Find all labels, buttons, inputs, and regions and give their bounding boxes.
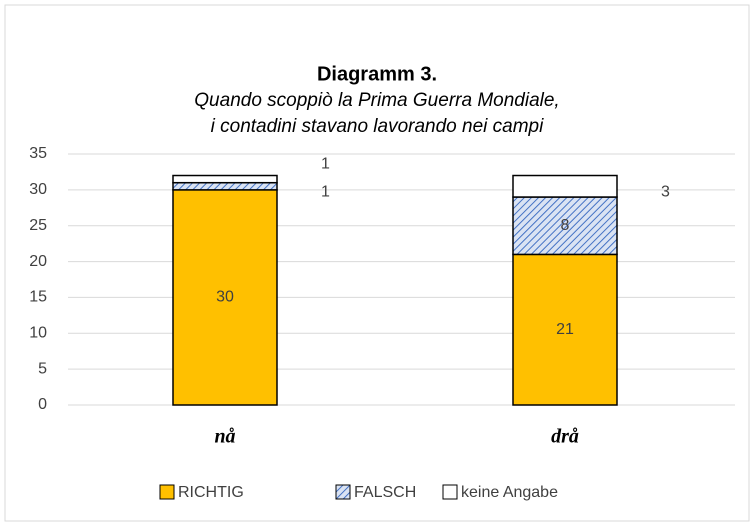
y-tick-label: 10 xyxy=(29,325,47,342)
data-label: 1 xyxy=(321,183,330,200)
legend-swatch xyxy=(442,484,458,500)
legend-swatch xyxy=(335,484,351,500)
bar-segment xyxy=(512,253,618,406)
data-label: 21 xyxy=(556,321,574,338)
chart-title: Diagramm 3. xyxy=(317,63,437,85)
x-tick-label: nå xyxy=(214,426,235,448)
data-label: 3 xyxy=(661,183,670,200)
y-tick-label: 30 xyxy=(29,181,47,198)
bar-segment xyxy=(172,181,278,191)
y-tick-label: 25 xyxy=(29,217,47,234)
bar-segment xyxy=(172,189,278,406)
legend-label: RICHTIG xyxy=(178,484,244,501)
data-label: 1 xyxy=(321,155,330,172)
x-tick-label: drå xyxy=(551,426,579,448)
chart-subtitle: Quando scoppiò la Prima Guerra Mondiale, xyxy=(194,90,559,111)
legend-swatch xyxy=(159,484,175,500)
y-tick-label: 0 xyxy=(38,396,47,413)
bar-segment xyxy=(512,174,618,198)
y-tick-label: 5 xyxy=(38,360,47,377)
y-tick-label: 35 xyxy=(29,145,47,162)
y-tick-label: 20 xyxy=(29,253,47,270)
y-tick-label: 15 xyxy=(29,289,47,306)
data-label: 8 xyxy=(561,217,570,234)
chart-frame xyxy=(4,4,750,522)
data-label: 30 xyxy=(216,289,234,306)
legend-label: keine Angabe xyxy=(461,484,558,501)
bar-segment xyxy=(172,174,278,184)
legend-label: FALSCH xyxy=(354,484,416,501)
chart-subtitle: i contadini stavano lavorando nei campi xyxy=(211,116,544,137)
